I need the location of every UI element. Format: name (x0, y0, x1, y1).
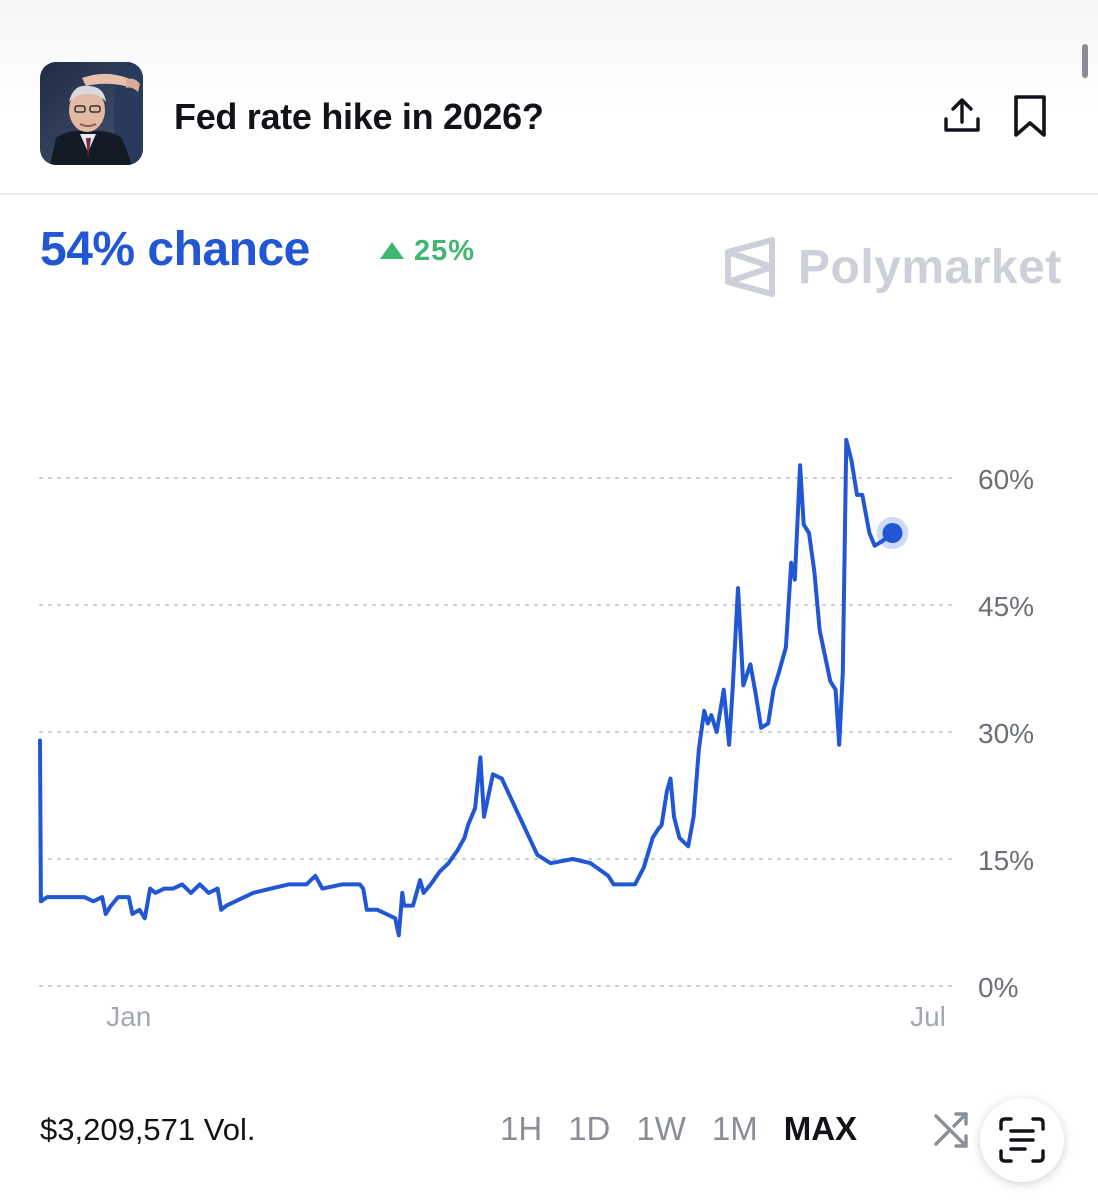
bookmark-icon (1014, 95, 1046, 137)
scan-text-button[interactable] (980, 1098, 1064, 1182)
range-1d[interactable]: 1D (568, 1110, 611, 1147)
chance-value: 54% chance (40, 223, 310, 276)
scrollbar-thumb[interactable] (1082, 44, 1088, 78)
range-max[interactable]: MAX (783, 1110, 858, 1147)
share-icon (944, 98, 980, 132)
market-thumbnail[interactable] (40, 62, 143, 165)
x-tick-label: Jul (910, 1001, 946, 1032)
y-tick-label: 60% (978, 464, 1034, 495)
y-tick-label: 0% (978, 972, 1018, 1003)
x-tick-label: Jan (106, 1001, 151, 1032)
y-tick-label: 15% (978, 845, 1034, 876)
range-1m[interactable]: 1M (711, 1110, 758, 1147)
compare-button[interactable] (930, 1108, 974, 1152)
volume-label: $3,209,571 Vol. (40, 1112, 256, 1147)
series-line (38, 437, 895, 938)
share-button[interactable] (940, 95, 984, 139)
bookmark-button[interactable] (1008, 93, 1052, 139)
up-triangle-icon (380, 242, 404, 259)
change-badge: 25% (380, 235, 475, 268)
market-header: Fed rate hike in 2026? (0, 0, 1098, 195)
scan-text-icon (999, 1117, 1045, 1163)
y-tick-label: 45% (978, 591, 1034, 622)
price-chart[interactable]: 0% 15% 30% 45% 60% Jan Jul (0, 420, 1098, 1040)
polymarket-logo-icon (725, 237, 775, 297)
range-1h[interactable]: 1H (500, 1110, 543, 1147)
time-range-selector: 1H 1D 1W 1M MAX (500, 1110, 883, 1148)
current-point-marker (882, 523, 903, 544)
y-tick-label: 30% (978, 718, 1034, 749)
polymarket-watermark: Polymarket (722, 236, 1062, 298)
range-1w[interactable]: 1W (636, 1110, 686, 1147)
change-value: 25% (414, 235, 476, 267)
brand-name: Polymarket (798, 240, 1062, 294)
market-title: Fed rate hike in 2026? (174, 96, 544, 137)
shuffle-icon (934, 1112, 968, 1148)
